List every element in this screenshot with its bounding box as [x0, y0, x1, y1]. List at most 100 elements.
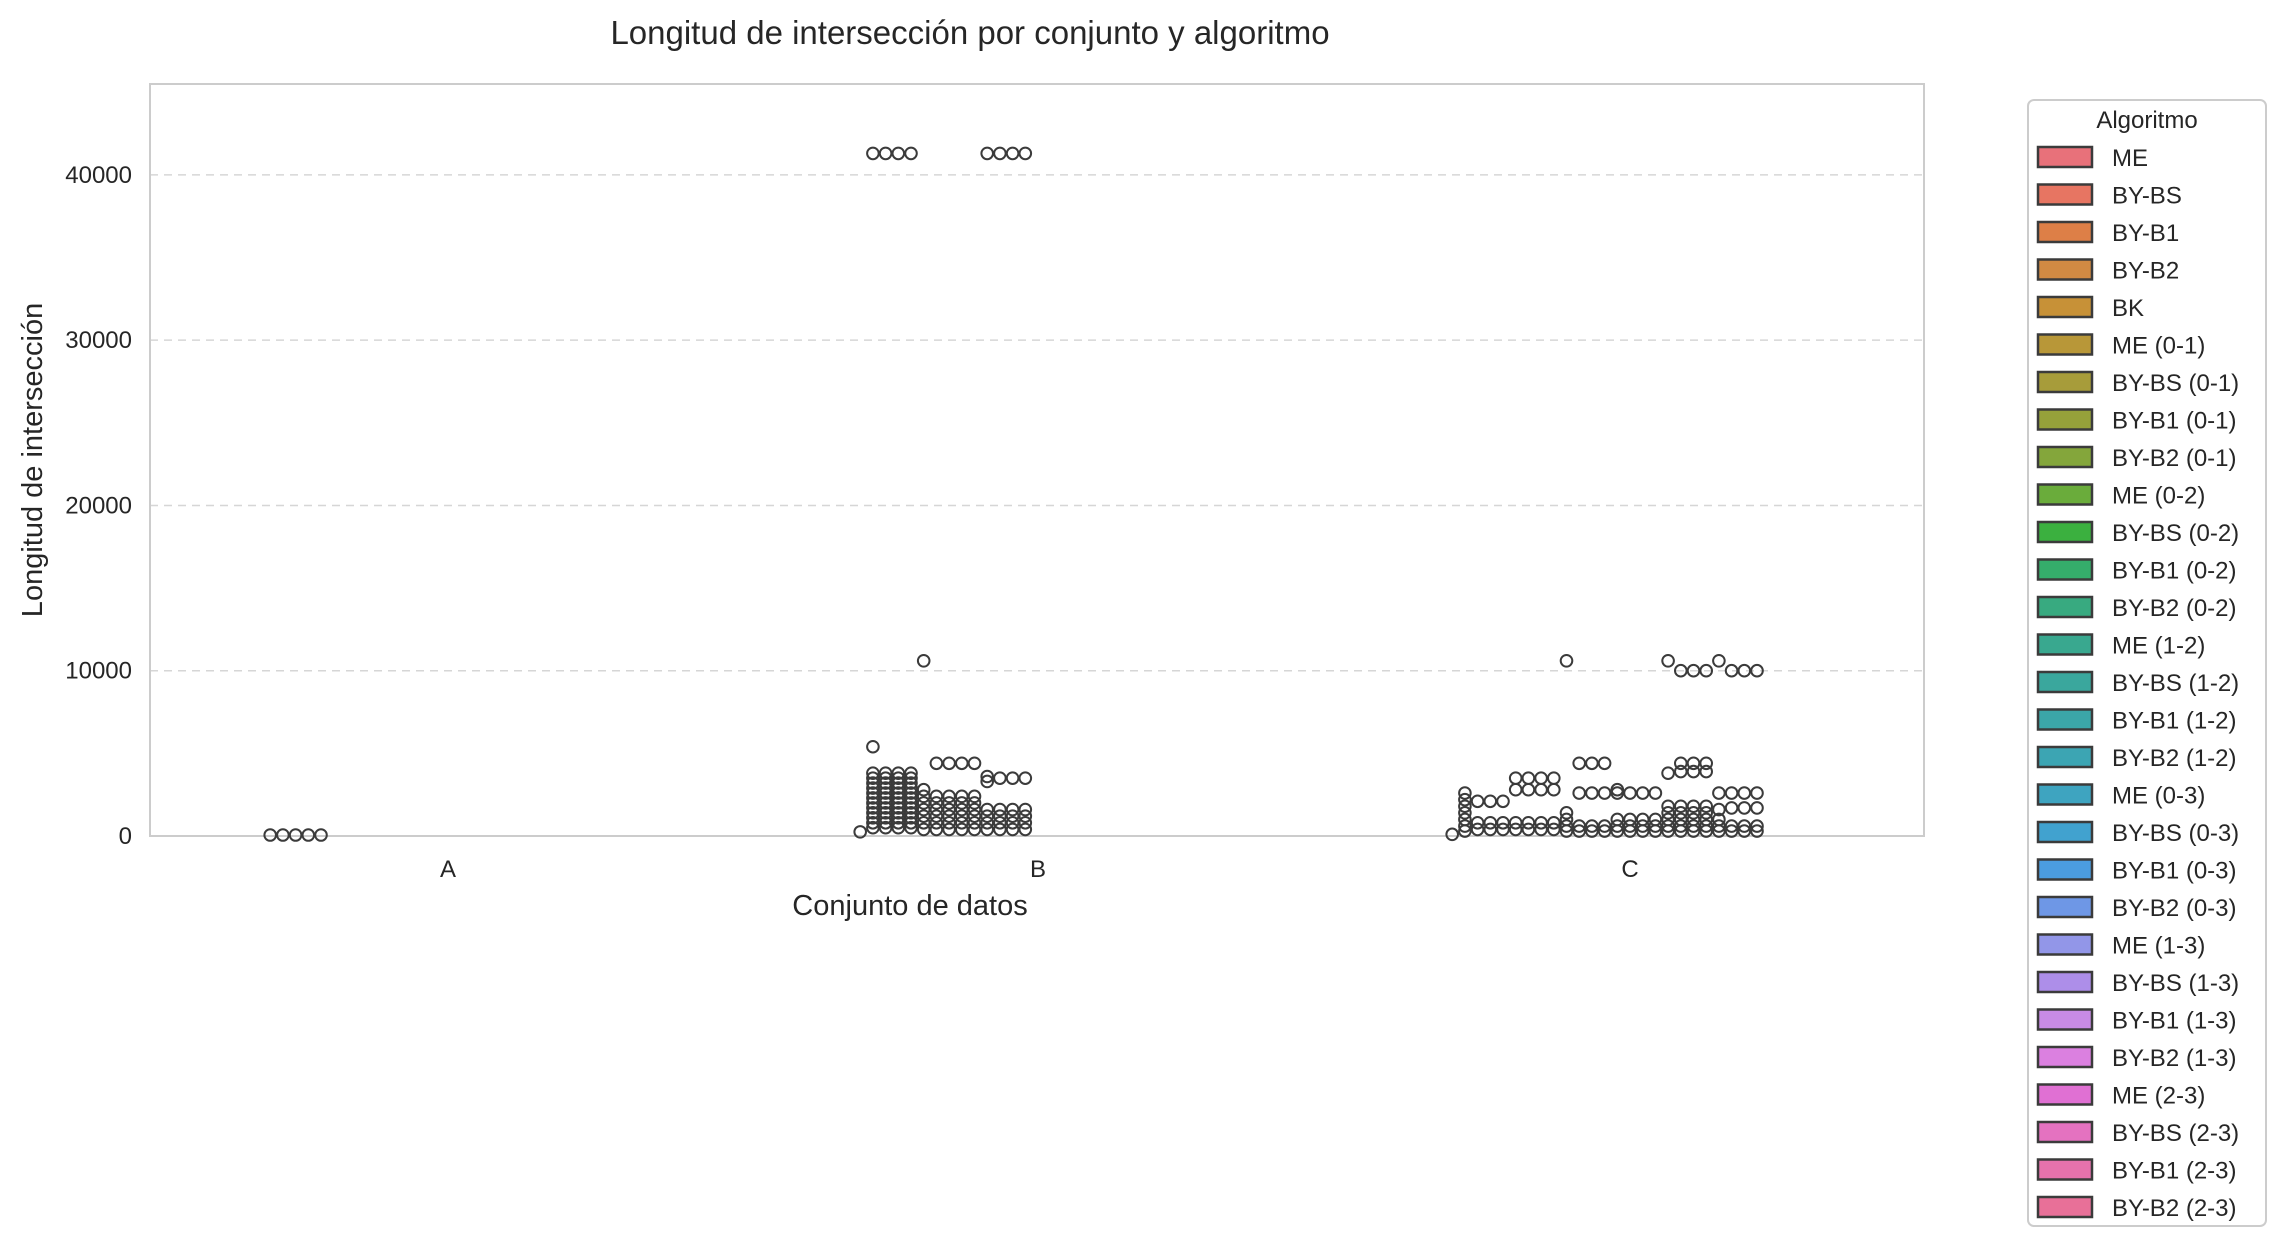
outlier-point	[1661, 824, 1675, 838]
outlier-point	[866, 776, 880, 790]
outlier-point	[967, 822, 982, 837]
legend-swatch	[2036, 333, 2094, 356]
outlier-point	[955, 796, 969, 810]
outlier-point	[1674, 756, 1688, 771]
outlier-point	[942, 796, 956, 810]
outlier-point	[1737, 824, 1752, 838]
y-axis-ticks: 0 10000 20000 30000 40000	[65, 162, 132, 850]
outlier-point	[878, 786, 893, 800]
x-tick-label: C	[1621, 856, 1638, 883]
outlier-point	[1724, 801, 1739, 815]
legend-label: BY-B2 (0-3)	[2112, 895, 2237, 922]
outlier-point	[1018, 815, 1033, 830]
legend-item: BY-B1	[2036, 220, 2179, 247]
outlier-point	[1750, 786, 1764, 800]
outlier-point	[1559, 654, 1574, 668]
outlier-point	[980, 802, 995, 817]
legend-swatch	[2036, 708, 2094, 731]
outlier-point	[904, 815, 918, 830]
legend-swatch	[2036, 1195, 2094, 1219]
legend-item: BY-B2 (2-3)	[2036, 1195, 2237, 1222]
outlier-point	[929, 802, 944, 817]
y-tick-label: 20000	[65, 492, 132, 519]
outlier-point	[891, 801, 906, 815]
outlier-point	[967, 802, 982, 817]
legend-label: BY-BS (0-3)	[2112, 820, 2239, 847]
outlier-point	[866, 815, 880, 830]
outlier-point	[1534, 822, 1548, 837]
outlier-point	[891, 781, 906, 795]
legend-swatch	[2036, 1008, 2094, 1031]
legend-label: BY-BS (0-1)	[2112, 370, 2239, 397]
outlier-point	[866, 796, 880, 810]
legend-swatch	[2036, 295, 2094, 319]
outlier-point	[1623, 786, 1637, 800]
outlier-point	[314, 828, 328, 842]
outlier-point	[891, 820, 906, 835]
outlier-point	[1585, 824, 1599, 838]
legend-swatch	[2036, 483, 2094, 506]
legend-swatch	[2036, 558, 2094, 581]
outlier-point	[1686, 764, 1701, 779]
outlier-points	[263, 146, 1764, 842]
legend: Algoritmo ME BY-BS BY-B1 BY-B2 BK ME (0-1) BY-…	[2027, 99, 2267, 1227]
outlier-point	[891, 771, 906, 785]
outlier-point	[1534, 782, 1548, 797]
outlier-point	[1712, 786, 1726, 800]
outlier-point	[1699, 799, 1713, 814]
outlier-point	[1674, 824, 1688, 838]
legend-label: BY-B1	[2112, 220, 2179, 247]
outlier-point	[1483, 794, 1498, 809]
outlier-point	[878, 820, 893, 835]
outlier-point	[878, 781, 893, 795]
outlier-point	[1559, 819, 1574, 833]
outlier-point	[980, 809, 995, 823]
outlier-point	[878, 796, 893, 810]
outlier-point	[916, 796, 931, 810]
outlier-point	[980, 769, 995, 784]
outlier-point	[1661, 819, 1675, 833]
outlier-point	[916, 809, 931, 823]
legend-label: BY-B1 (2-3)	[2112, 1158, 2237, 1185]
outlier-point	[1521, 822, 1536, 837]
outlier-point	[866, 806, 880, 820]
y-tick-label: 0	[119, 823, 132, 850]
outlier-point	[916, 789, 931, 804]
outlier-point	[904, 806, 918, 820]
outlier-point	[1572, 786, 1586, 800]
legend-swatch	[2036, 633, 2094, 656]
legend-label: BY-BS	[2112, 183, 2182, 210]
legend-item: BY-B2 (1-2)	[2036, 745, 2237, 772]
outlier-point	[1547, 815, 1561, 830]
outlier-point	[1699, 824, 1713, 838]
legend-swatch	[2036, 783, 2094, 806]
outlier-point	[1470, 815, 1485, 830]
outlier-point	[1635, 819, 1650, 833]
legend-label: BY-B2 (2-3)	[2112, 1195, 2237, 1222]
outlier-point	[1623, 824, 1637, 838]
outlier-point	[955, 809, 969, 823]
outlier-point	[891, 766, 906, 780]
legend-swatch	[2036, 933, 2094, 956]
legend-label: ME (0-1)	[2112, 333, 2205, 360]
outlier-point	[1737, 819, 1752, 833]
legend-label: BY-B2 (1-2)	[2112, 745, 2237, 772]
outlier-point	[1572, 756, 1586, 771]
outlier-point	[1005, 815, 1020, 830]
legend-label: BY-BS (1-3)	[2112, 970, 2239, 997]
outlier-point	[1521, 815, 1536, 830]
legend-label: BY-B1 (1-3)	[2112, 1008, 2237, 1035]
outlier-point	[1635, 824, 1650, 838]
outlier-point	[904, 781, 918, 795]
legend-swatch	[2036, 445, 2094, 469]
outlier-point	[1674, 819, 1688, 833]
outlier-point	[929, 789, 944, 804]
outlier-point	[1724, 824, 1739, 838]
outlier-point	[967, 809, 982, 823]
outlier-point	[1585, 819, 1599, 833]
legend-item: ME (1-3)	[2036, 933, 2205, 960]
outlier-point	[967, 815, 982, 830]
legend-label: BK	[2112, 295, 2144, 322]
outlier-point	[1559, 806, 1574, 820]
outlier-point	[1005, 146, 1020, 161]
